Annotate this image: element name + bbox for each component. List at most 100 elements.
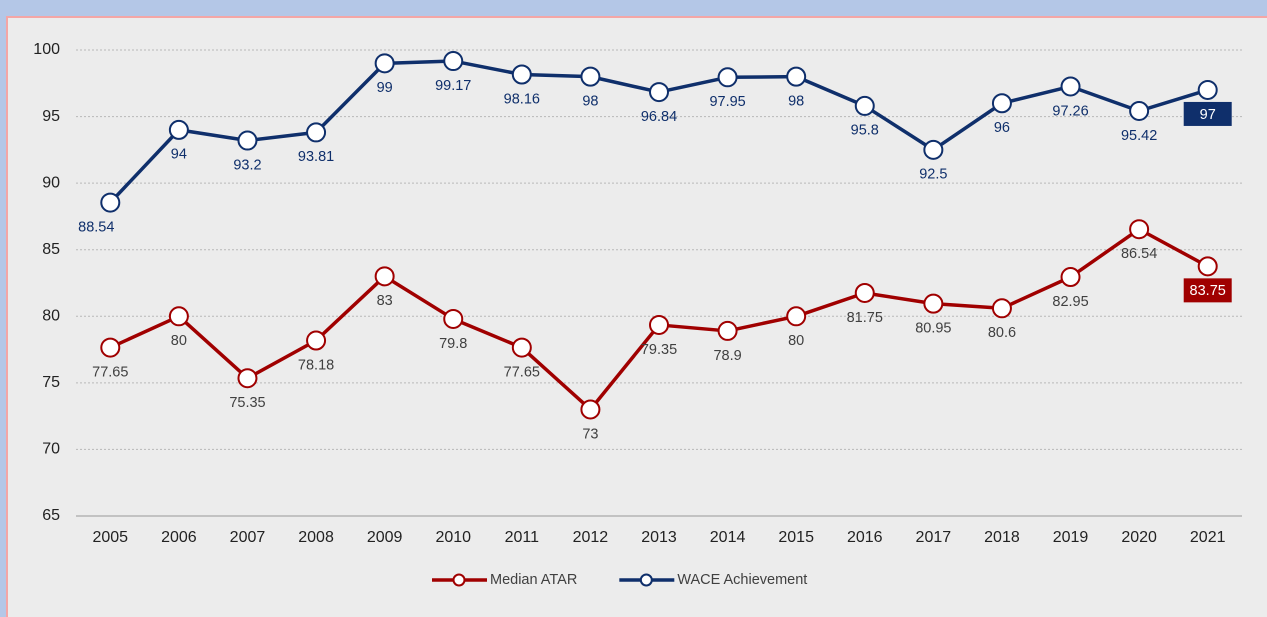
data-label: 98.16 xyxy=(504,91,540,107)
marker xyxy=(168,306,189,327)
legend-marker xyxy=(452,573,466,587)
label-box xyxy=(1183,101,1232,126)
x-tick-label: 2020 xyxy=(1121,529,1157,546)
x-tick-label: 2021 xyxy=(1190,529,1226,546)
legend-marker xyxy=(639,573,653,587)
data-label: 83 xyxy=(377,293,393,309)
data-label: 95.42 xyxy=(1121,128,1157,144)
y-tick-label: 100 xyxy=(33,41,60,58)
marker xyxy=(306,330,327,351)
data-label: 98 xyxy=(788,93,804,109)
data-label: 96.84 xyxy=(641,109,677,125)
marker xyxy=(1197,256,1218,277)
data-label: 78.9 xyxy=(713,348,741,364)
data-label: 96 xyxy=(994,120,1010,136)
legend-label: WACE Achievement xyxy=(677,572,807,588)
data-label: 95.8 xyxy=(851,123,879,139)
marker xyxy=(991,298,1012,319)
data-label: 80.6 xyxy=(988,325,1016,341)
x-tick-label: 2016 xyxy=(847,529,883,546)
x-tick-label: 2017 xyxy=(916,529,952,546)
y-tick-label: 90 xyxy=(42,174,60,191)
marker xyxy=(100,337,121,358)
y-tick-label: 85 xyxy=(42,241,60,258)
x-tick-label: 2012 xyxy=(573,529,609,546)
y-tick-label: 75 xyxy=(42,374,60,391)
marker xyxy=(1197,79,1218,100)
marker xyxy=(991,93,1012,114)
x-tick-label: 2015 xyxy=(778,529,814,546)
marker xyxy=(1129,100,1150,121)
marker xyxy=(1060,76,1081,97)
y-tick-label: 70 xyxy=(42,441,60,458)
marker xyxy=(511,337,532,358)
x-tick-label: 2013 xyxy=(641,529,677,546)
marker xyxy=(854,282,875,303)
legend-label: Median ATAR xyxy=(490,572,577,588)
marker xyxy=(443,51,464,72)
marker xyxy=(306,122,327,143)
data-label: 97 xyxy=(1200,107,1216,123)
data-label: 80 xyxy=(171,333,187,349)
marker xyxy=(237,130,258,151)
marker xyxy=(786,306,807,327)
data-label: 78.18 xyxy=(298,357,334,373)
marker xyxy=(511,64,532,85)
x-tick-label: 2008 xyxy=(298,529,334,546)
marker xyxy=(649,314,669,335)
marker xyxy=(717,320,738,341)
data-label: 79.8 xyxy=(439,336,467,352)
data-label: 80.95 xyxy=(915,320,951,336)
data-label: 73 xyxy=(582,426,598,442)
x-tick-label: 2005 xyxy=(92,529,128,546)
marker xyxy=(923,139,944,160)
label-box xyxy=(1183,278,1232,303)
data-label: 93.2 xyxy=(233,157,261,173)
y-tick-label: 95 xyxy=(42,108,60,125)
x-tick-label: 2018 xyxy=(984,529,1020,546)
data-label: 83.75 xyxy=(1190,283,1226,299)
y-tick-label: 80 xyxy=(42,308,60,325)
data-label: 81.75 xyxy=(847,310,883,326)
data-label: 75.35 xyxy=(229,395,265,411)
x-tick-label: 2019 xyxy=(1053,529,1089,546)
marker xyxy=(237,368,258,389)
data-label: 97.95 xyxy=(709,94,745,110)
marker xyxy=(580,66,601,87)
x-tick-label: 2009 xyxy=(367,529,403,546)
data-label: 77.65 xyxy=(504,364,540,380)
marker xyxy=(1060,267,1081,288)
data-label: 86.54 xyxy=(1121,246,1157,262)
marker xyxy=(1129,219,1150,240)
marker xyxy=(649,82,669,103)
x-tick-label: 2011 xyxy=(505,529,540,546)
data-label: 98 xyxy=(582,93,598,109)
data-label: 77.65 xyxy=(92,364,128,380)
data-label: 99.17 xyxy=(435,78,471,94)
marker xyxy=(580,399,601,420)
marker xyxy=(717,67,738,88)
marker xyxy=(168,119,189,140)
y-tick-label: 65 xyxy=(42,507,60,524)
x-tick-label: 2007 xyxy=(230,529,266,546)
data-label: 97.26 xyxy=(1052,103,1088,119)
data-label: 80 xyxy=(788,333,804,349)
marker xyxy=(374,53,395,74)
data-label: 82.95 xyxy=(1052,294,1088,310)
data-label: 79.35 xyxy=(641,342,677,358)
marker xyxy=(923,293,944,314)
data-label: 93.81 xyxy=(298,149,334,165)
data-label: 88.54 xyxy=(78,219,114,235)
marker xyxy=(374,266,395,287)
x-tick-label: 2010 xyxy=(435,529,471,546)
data-label: 92.5 xyxy=(919,167,947,183)
marker xyxy=(854,95,875,116)
data-label: 94 xyxy=(171,147,187,163)
marker xyxy=(786,66,807,87)
x-tick-label: 2014 xyxy=(710,529,746,546)
x-tick-label: 2006 xyxy=(161,529,197,546)
marker xyxy=(100,192,121,213)
marker xyxy=(443,308,464,329)
